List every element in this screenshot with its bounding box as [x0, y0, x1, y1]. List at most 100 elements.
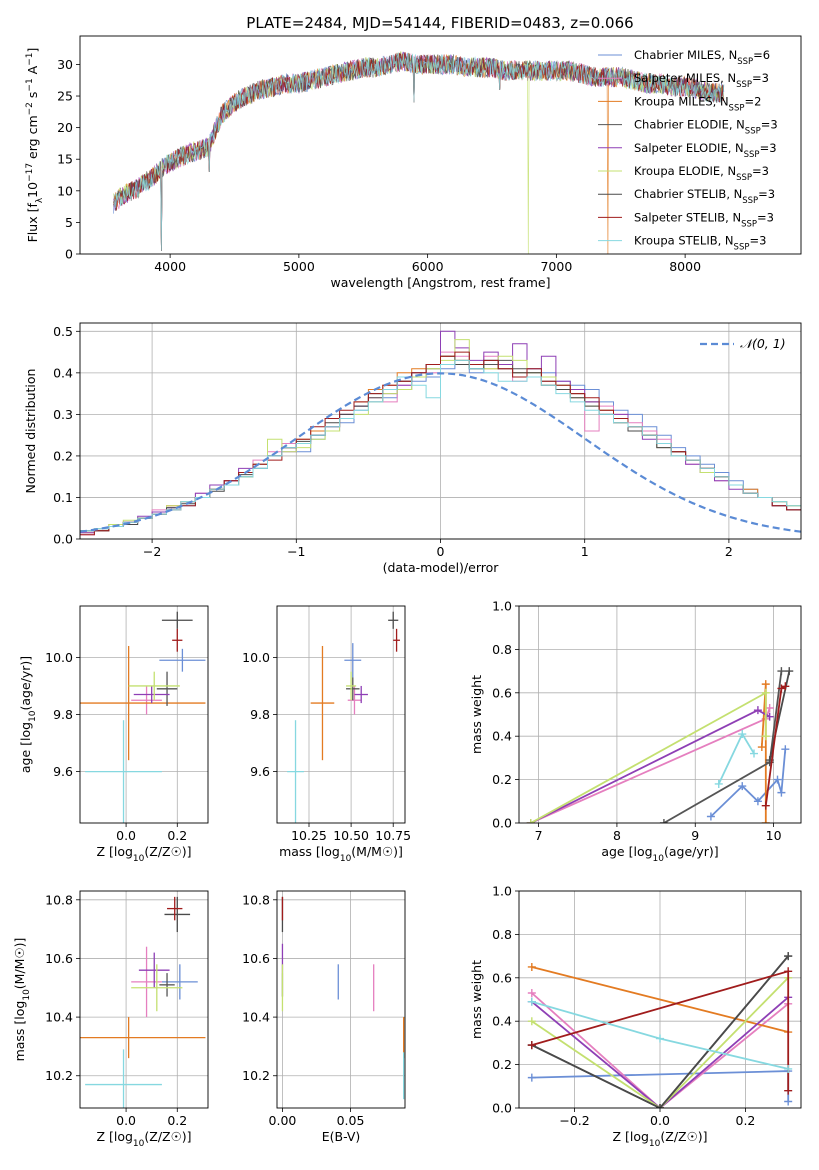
- label-sub: 10: [28, 710, 38, 722]
- plot-area: [526, 667, 794, 823]
- y-tick-label: 10.6: [242, 951, 270, 966]
- plus-marker: [527, 997, 536, 1006]
- legend-sub: SSP: [741, 219, 757, 229]
- plus-marker: [761, 688, 770, 697]
- plus-marker: [761, 801, 770, 810]
- y-tick-label: 10.0: [242, 650, 270, 665]
- label-part: age [: [601, 844, 633, 859]
- y-tick-label: 0.6: [492, 970, 512, 985]
- label-part: log: [633, 844, 652, 859]
- label-part: (data-model)/error: [383, 560, 500, 575]
- legend-label: Kroupa STELIB, NSSP=3: [634, 234, 766, 253]
- label-part: Z [: [96, 1129, 113, 1144]
- label-part: Z [: [96, 844, 113, 859]
- x-tick-label: 0.0: [116, 828, 136, 843]
- y-tick-label: 10.2: [45, 1068, 73, 1083]
- plot-area: [287, 611, 400, 823]
- label-part: mass [: [12, 1020, 27, 1062]
- label-part: E(B-V): [322, 1129, 361, 1144]
- legend-part: =3: [752, 71, 769, 85]
- x-axis-label: mass [log10(M/M☉)]: [279, 844, 403, 864]
- legend-sub: SSP: [745, 127, 761, 137]
- y-tick-label: 10.4: [242, 1010, 270, 1025]
- y-tick-label: 0.3: [53, 407, 73, 422]
- plus-marker: [714, 779, 723, 788]
- label-part: log: [12, 1001, 27, 1020]
- plot-area: [80, 896, 206, 1108]
- label-part: (M/M☉)]: [12, 938, 27, 990]
- axes-frame: [79, 890, 209, 1109]
- y-tick-label: 10.4: [45, 1010, 73, 1025]
- label-sub: 10: [133, 854, 145, 864]
- y-tick-label: 0.0: [492, 1101, 512, 1116]
- x-tick-label: −1: [287, 544, 305, 559]
- x-tick-label: 8: [613, 828, 621, 843]
- y-tick-label: 1.0: [492, 884, 512, 899]
- axes-frame: [276, 890, 406, 1109]
- mass-vs-metallicity-panel: 0.0 0.210.210.410.610.8Z [log10(Z/Z☉)]mas…: [12, 890, 209, 1149]
- normal-curve: [80, 372, 801, 533]
- legend-part: =6: [753, 48, 770, 62]
- label-part: (Z/Z☉)]: [144, 1129, 191, 1144]
- legend-part: Salpeter ELODIE, N: [634, 141, 744, 155]
- spectrum-line: [113, 52, 725, 251]
- label-part: (age/yr)]: [664, 844, 719, 859]
- legend-label: Kroupa ELODIE, NSSP=3: [634, 164, 769, 183]
- x-axis-label: Z [log10(Z/Z☉)]: [612, 1129, 707, 1149]
- x-tick-label: 0.0: [650, 1113, 670, 1128]
- x-tick-label: 10: [766, 828, 782, 843]
- y-axis-label: mass weight: [469, 675, 484, 754]
- legend-sub: SSP: [744, 150, 760, 160]
- x-axis-label: age [log10(age/yr)]: [601, 844, 718, 864]
- y-tick-label: 9.8: [53, 707, 73, 722]
- legend-sub: SSP: [736, 173, 752, 183]
- label-part: λ: [35, 197, 45, 203]
- axes-frame: [518, 605, 802, 824]
- legend-part: Kroupa MILES, N: [634, 94, 729, 108]
- y-tick-label: 9.8: [250, 707, 270, 722]
- y-tick-label: 9.6: [53, 764, 73, 779]
- y-tick-label: 0.8: [492, 642, 512, 657]
- label-part: mass [: [279, 844, 321, 859]
- y-tick-label: 0: [65, 247, 73, 262]
- y-tick-label: 9.6: [250, 764, 270, 779]
- plus-marker: [784, 967, 793, 976]
- y-tick-label: 0.2: [53, 448, 73, 463]
- label-part: log: [630, 1129, 649, 1144]
- x-tick-label: −2: [143, 544, 161, 559]
- label-part: log: [18, 722, 33, 741]
- plus-marker: [526, 819, 535, 823]
- axes-frame: [79, 322, 802, 540]
- label-part: −17: [25, 163, 35, 182]
- label-sub: 10: [340, 854, 352, 864]
- label-part: wavelength [Angstrom, rest frame]: [330, 275, 550, 290]
- y-tick-label: 15: [57, 152, 73, 167]
- legend-label: 𝒩(0, 1): [740, 336, 786, 351]
- x-tick-label: 0.05: [337, 1113, 365, 1128]
- plus-marker: [753, 706, 762, 715]
- mass-weight-line: [531, 992, 789, 1108]
- age-vs-metallicity-panel: 0.0 0.29.69.810.0Z [log10(Z/Z☉)]age [log1…: [18, 605, 209, 864]
- mass-weight-vs-metallicity-panel: −0.2 0.0 0.2 0.0 0.2 0.4 0.6 0.8 1.0 Z [log10(Z/Z…: [469, 884, 802, 1149]
- plus-marker: [527, 962, 536, 971]
- plot-area: [281, 896, 405, 1100]
- plus-marker: [527, 1017, 536, 1026]
- x-axis-label: Z [log10(Z/Z☉)]: [96, 844, 191, 864]
- legend-part: Salpeter STELIB, N: [634, 210, 741, 224]
- plus-marker: [656, 1104, 664, 1108]
- label-part: (M/M☉)]: [351, 844, 403, 859]
- legend-label: Chabrier STELIB, NSSP=3: [634, 187, 775, 206]
- label-part: log: [114, 1129, 133, 1144]
- legend-sub: SSP: [736, 80, 752, 90]
- legend-sub: SSP: [737, 57, 753, 67]
- plot-area: [80, 611, 206, 823]
- mass-weight-line: [717, 732, 755, 785]
- legend-part: Salpeter MILES, N: [634, 71, 736, 85]
- plus-marker: [765, 703, 774, 712]
- plot-area: [527, 952, 793, 1108]
- x-tick-label: 7000: [540, 259, 572, 274]
- plus-marker: [750, 749, 758, 758]
- y-tick-label: 5: [65, 215, 73, 230]
